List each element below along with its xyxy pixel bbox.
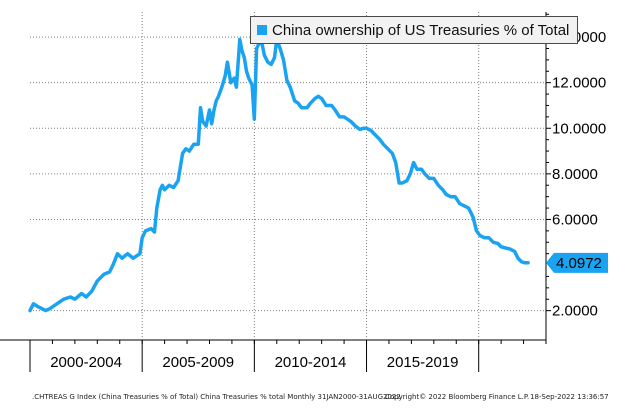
legend-swatch <box>257 25 267 35</box>
y-tick-label: 2.0000 <box>552 303 598 320</box>
series-line <box>28 37 530 313</box>
last-value-tag <box>546 252 608 273</box>
x-period-label: 2000-2004 <box>50 354 122 371</box>
footer-source: .CHTREAS G Index (China Treasuries % of … <box>32 393 401 401</box>
y-tick-label: 10.0000 <box>552 120 606 137</box>
legend: China ownership of US Treasuries % of To… <box>250 16 579 44</box>
y-tick-label: 12.0000 <box>552 75 606 92</box>
legend-label: China ownership of US Treasuries % of To… <box>272 21 570 39</box>
footer-timestamp: 18-Sep-2022 13:36:57 <box>530 393 609 401</box>
x-period-label: 2005-2009 <box>162 354 234 371</box>
x-period-label: 2010-2014 <box>275 354 347 371</box>
last-value-label: 4.0972 <box>556 255 602 272</box>
x-period-label: 2015-2019 <box>387 354 459 371</box>
y-tick-label: 6.0000 <box>552 211 598 228</box>
footer-copyright: Copyright© 2022 Bloomberg Finance L.P. <box>385 393 530 401</box>
y-tick-label: 8.0000 <box>552 166 598 183</box>
